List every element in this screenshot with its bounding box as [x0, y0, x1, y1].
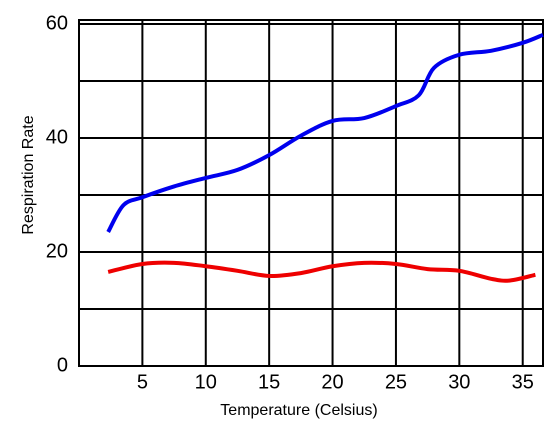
x-tick-label: 35 — [512, 371, 534, 393]
y-tick-label: 60 — [46, 12, 68, 34]
data-line — [106, 32, 544, 234]
x-tick-label: 30 — [448, 371, 470, 393]
data-line — [107, 260, 536, 283]
x-axis-title: Temperature (Celsius) — [220, 402, 377, 419]
y-tick-label: 40 — [46, 126, 68, 148]
x-tick-label: 5 — [137, 371, 148, 393]
x-tick-label: 10 — [195, 371, 217, 393]
x-tick-label: 20 — [321, 371, 343, 393]
y-tick-label: 20 — [46, 240, 68, 262]
y-tick-label: 0 — [57, 354, 68, 376]
x-tick-label: 25 — [385, 371, 407, 393]
x-tick-label: 15 — [258, 371, 280, 393]
y-axis-title: Respiration Rate — [20, 115, 37, 234]
